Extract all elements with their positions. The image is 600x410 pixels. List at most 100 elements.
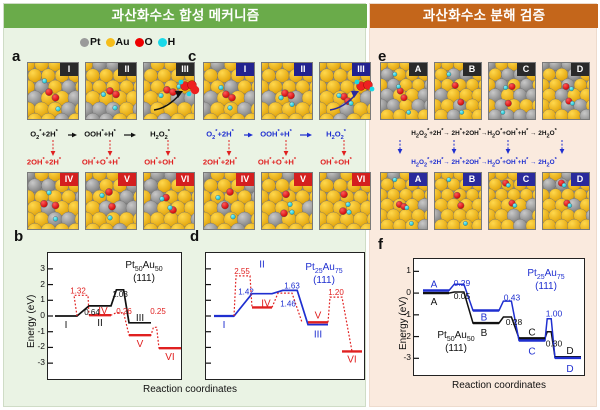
panel-a-eq-bottom-1: 2OH*+2H* (26, 157, 62, 167)
panel-c-structure-I: I (203, 62, 255, 120)
panel-b-ytick: -2 (37, 341, 45, 352)
atomic-slab (381, 173, 427, 229)
panel-b-ytick: 2 (40, 278, 45, 289)
panel-label-e: e (378, 48, 387, 65)
panel-f-ytick: -1 (403, 308, 411, 319)
svg-text:VI: VI (347, 354, 356, 365)
svg-text:1.32: 1.32 (70, 286, 86, 295)
panel-b-ytick: 1 (40, 294, 45, 305)
svg-text:0.29: 0.29 (454, 278, 471, 288)
svg-text:D: D (566, 346, 573, 357)
svg-text:0.30: 0.30 (546, 338, 563, 348)
panel-c-eq-bottom-3: OH*+OH* (320, 157, 352, 167)
eq-arrow-right-c1 (244, 132, 253, 138)
panel-e-eq-bottom: H2O2*+2H*→ 2H*+2OH*→H2O*+OH*+H* → 2H2O* (411, 157, 557, 169)
panel-a-structure-V: V (85, 172, 137, 230)
panel-a-structure-II: II (85, 62, 137, 120)
left-panel-header: 과산화수소 합성 메커니즘 (4, 4, 367, 28)
panel-a-eq-top-1: O2*+2H* (30, 129, 58, 142)
svg-text:1.63: 1.63 (284, 281, 300, 290)
incoming-molecule-c (186, 85, 200, 97)
svg-text:1.20: 1.20 (328, 288, 344, 297)
structure-badge: I (236, 63, 254, 76)
panel-f-ytick: 0 (406, 287, 411, 298)
svg-text:V: V (137, 339, 144, 350)
structure-badge: III (176, 63, 194, 76)
structure-badge: IV (60, 173, 78, 186)
panel-d-chart: 2.55 1.42 1.63 1.46 1.20 I II III IV V VI (205, 252, 365, 380)
svg-text:C: C (528, 327, 535, 338)
svg-text:III: III (136, 313, 144, 324)
panel-e-bottom-structure-B: B (434, 172, 482, 230)
panel-label-c: c (188, 48, 197, 65)
panel-f-ytick: -3 (403, 352, 411, 363)
panel-label-d: d (190, 228, 200, 245)
svg-text:0.25: 0.25 (150, 307, 166, 316)
product-release-arrow-c (329, 91, 359, 111)
atomic-slab (543, 63, 589, 119)
eq-arrow-down-c3 (341, 140, 347, 156)
panel-a-structure-VI: VI (143, 172, 195, 230)
structure-badge: III (352, 63, 370, 76)
eq-arrow-down-a3 (165, 140, 171, 156)
atomic-slab (381, 63, 427, 119)
panel-e-top-structure-C: C (488, 62, 536, 120)
structure-badge: D (571, 63, 589, 76)
svg-text:V: V (315, 310, 322, 321)
panel-d-title: Pt25Au75 (111) (305, 262, 343, 286)
structure-badge: V (294, 173, 312, 186)
svg-text:C: C (528, 346, 535, 357)
panel-e-bottom-structure-C: C (488, 172, 536, 230)
panel-c-eq-bottom-1: 2OH*+2H* (202, 157, 238, 167)
panel-b-ytick: 3 (40, 262, 45, 273)
legend-label-o: O (144, 36, 153, 48)
svg-text:B: B (481, 312, 488, 323)
panel-f-chart: 0.29 0.05 0.43 0.28 1.00 0.30 A A B B C C D D (413, 258, 585, 376)
panel-b-ytick: -1 (37, 325, 45, 336)
panel-f-ytick: -2 (403, 330, 411, 341)
panel-c-eq-top-3: H2O2* (326, 129, 346, 142)
svg-text:A: A (431, 279, 438, 290)
panel-e-arrow-down-4 (559, 140, 565, 154)
panel-c-structure-IV: IV (203, 172, 255, 230)
atomic-slab (543, 173, 589, 229)
atomic-slab (262, 63, 312, 119)
panel-a-eq-top-2: OOH*+H* (84, 129, 116, 139)
panel-e-arrow-down-3 (505, 140, 511, 154)
svg-text:0.28: 0.28 (506, 317, 523, 327)
panel-c-eq-top-1: O2*+2H* (206, 129, 234, 142)
svg-text:I: I (223, 320, 226, 331)
panel-a-eq-bottom-3: OH*+OH* (144, 157, 176, 167)
panel-b-ytick: 0 (40, 310, 45, 320)
panel-c-eq-bottom-2: OH*+O*+H* (257, 157, 297, 167)
eq-arrow-down-a2 (107, 140, 113, 156)
svg-text:0.05: 0.05 (454, 291, 471, 301)
structure-badge: II (118, 63, 136, 76)
panel-f-title-blue: Pt25Au75 (111) (527, 268, 565, 292)
panel-a-eq-bottom-2: OH*+O*+H* (81, 157, 121, 167)
panel-e-bottom-structure-A: A (380, 172, 428, 230)
structure-badge: IV (236, 173, 254, 186)
panel-e-arrow-down-1 (397, 140, 403, 154)
atomic-slab (144, 173, 194, 229)
svg-text:B: B (481, 328, 488, 339)
eq-arrow-down-c1 (226, 140, 232, 156)
panel-label-a: a (12, 48, 21, 65)
panel-c-structure-II: II (261, 62, 313, 120)
au-color-dot (105, 37, 115, 47)
structure-badge: A (409, 63, 427, 76)
structure-badge: VI (176, 173, 194, 186)
structure-badge: B (463, 173, 481, 186)
eq-arrow-down-c2 (283, 140, 289, 156)
panel-b-ytick: -3 (37, 357, 45, 368)
panel-label-b: b (14, 228, 24, 245)
structure-badge: I (60, 63, 78, 76)
svg-text:II: II (97, 318, 103, 329)
eq-arrow-right-a1 (68, 132, 77, 138)
panel-c-structure-V: V (261, 172, 313, 230)
panel-a-structure-IV: IV (27, 172, 79, 230)
structure-badge: D (571, 173, 589, 186)
panel-f-ytick: 1 (406, 265, 411, 276)
panel-f-title-black: Pt50Au50 (111) (437, 330, 475, 354)
